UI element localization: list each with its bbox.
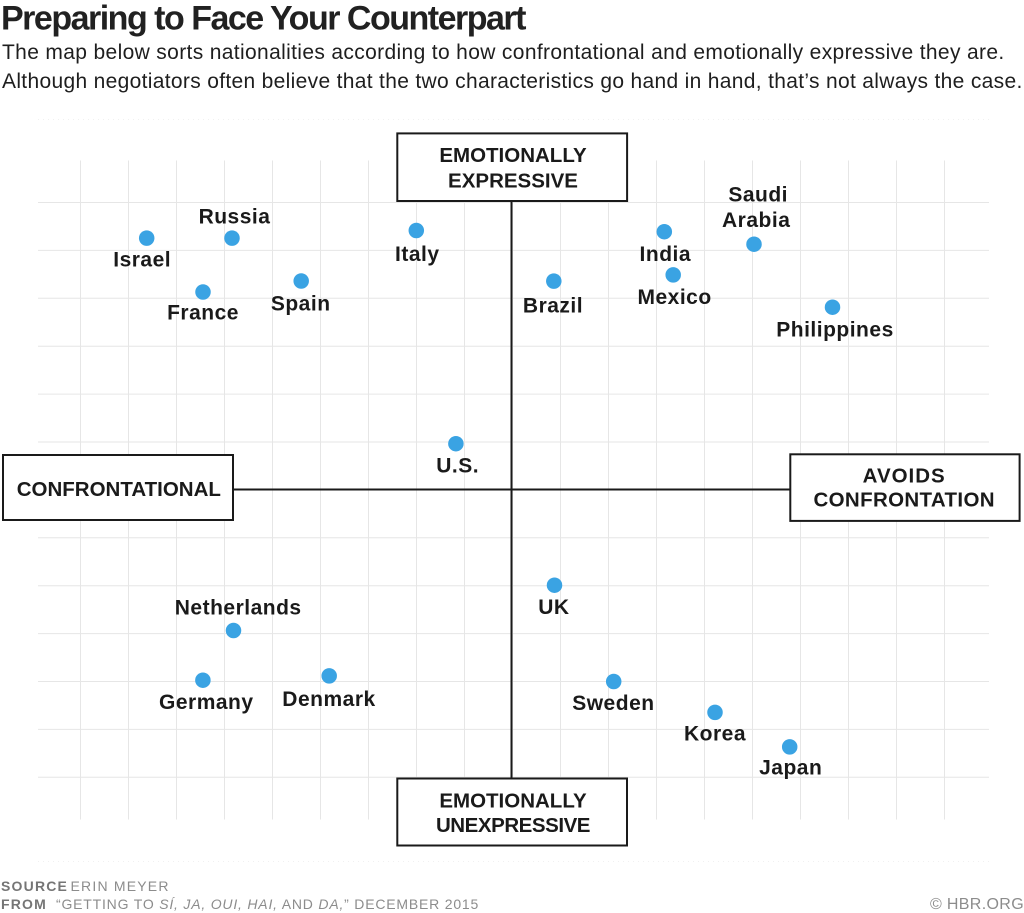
svg-text:Denmark: Denmark [282,688,375,711]
svg-text:Japan: Japan [759,757,822,780]
svg-text:Italy: Italy [395,243,440,266]
svg-text:Netherlands: Netherlands [175,597,302,620]
svg-text:FROM“GETTING TO SÍ, JA, OUI, H: FROM “GETTING TO SÍ, JA, OUI, HAI, AND DA… [1,896,479,912]
svg-text:UNEXPRESSIVE: UNEXPRESSIVE [436,814,590,837]
svg-text:Korea: Korea [684,722,746,745]
svg-text:The map below sorts nationalit: The map below sorts nationalities accord… [2,41,1005,64]
svg-text:CONFRONTATIONAL: CONFRONTATIONAL [17,478,221,501]
svg-text:India: India [640,243,692,266]
svg-text:Spain: Spain [271,293,331,316]
svg-text:UK: UK [538,596,569,619]
svg-text:EMOTIONALLY: EMOTIONALLY [439,789,587,812]
svg-text:EMOTIONALLY: EMOTIONALLY [439,144,587,167]
svg-text:Germany: Germany [159,691,254,714]
svg-text:Philippines: Philippines [776,318,894,341]
svg-text:Although negotiators often bel: Although negotiators often believe that … [2,70,1023,93]
svg-text:France: France [167,302,239,325]
svg-text:Saudi: Saudi [728,184,788,207]
svg-text:EXPRESSIVE: EXPRESSIVE [448,170,578,193]
svg-text:CONFRONTATION: CONFRONTATION [813,489,994,512]
svg-text:Russia: Russia [199,205,271,228]
svg-text:© HBR.ORG: © HBR.ORG [930,896,1024,913]
svg-text:Preparing to Face Your Counter: Preparing to Face Your Counterpart [1,0,526,38]
svg-text:Mexico: Mexico [637,286,711,309]
svg-text:Brazil: Brazil [523,295,583,318]
svg-text:U.S.: U.S. [436,455,479,478]
svg-text:Israel: Israel [113,249,171,272]
svg-text:Arabia: Arabia [722,209,790,232]
svg-text:Sweden: Sweden [572,692,654,715]
svg-text:AVOIDS: AVOIDS [863,464,946,487]
